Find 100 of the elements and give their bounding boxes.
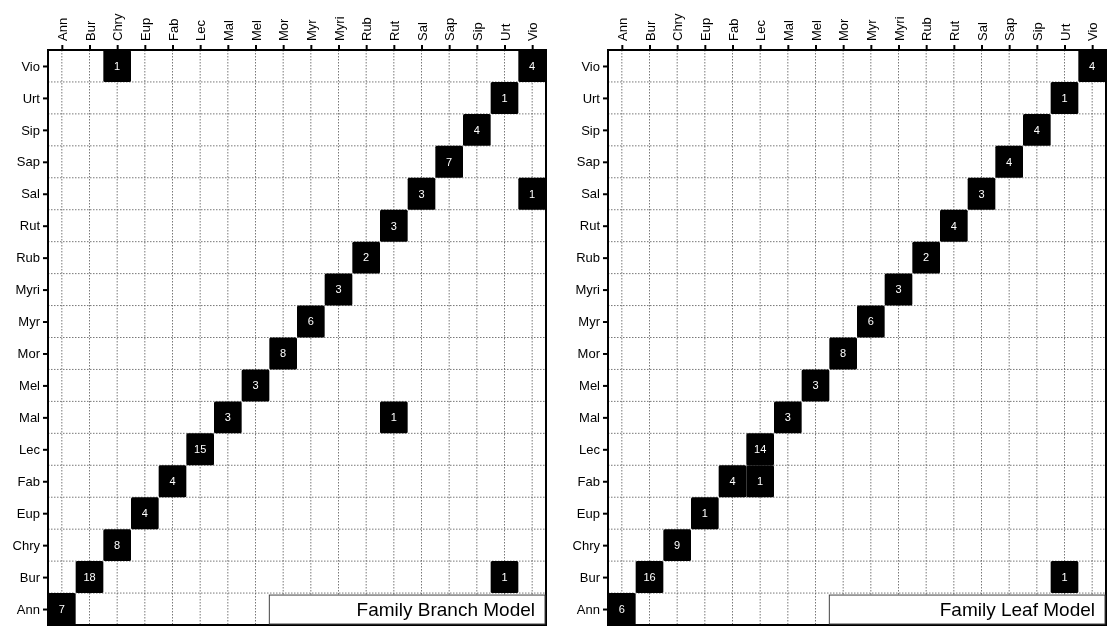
- y-tick-label: Sap: [16, 154, 40, 170]
- x-tick-label: Myr: [303, 18, 319, 41]
- y-tick-label: Urt: [22, 90, 41, 106]
- data-label: 1: [701, 507, 708, 520]
- x-tick-label: Mal: [780, 19, 796, 41]
- y-tick-label: Lec: [19, 441, 41, 457]
- data-label: 3: [252, 379, 259, 392]
- y-tick-label: Fab: [17, 473, 40, 489]
- y-tick-label: Urt: [582, 90, 601, 106]
- x-tick-label: Urt: [497, 23, 513, 41]
- x-tick-label: Myr: [863, 18, 879, 41]
- x-tick-label: Chry: [670, 13, 686, 41]
- data-label: 6: [618, 602, 625, 615]
- x-tick-label: Vio: [1085, 22, 1101, 41]
- text: Family Branch Model: [356, 599, 535, 621]
- data-label: 4: [950, 219, 957, 232]
- data-label: 14: [754, 443, 767, 456]
- x-tick-label: Eup: [697, 17, 713, 41]
- y-tick-label: Myr: [578, 314, 601, 330]
- y-tick-label: Chry: [572, 537, 601, 553]
- data-label: 4: [473, 123, 480, 136]
- y-tick-label: Sip: [581, 122, 600, 138]
- y-tick-label: Myr: [18, 314, 41, 330]
- x-tick-label: Rut: [946, 20, 962, 41]
- x-tick-label: Bur: [82, 20, 98, 41]
- x-tick-label: Sal: [414, 22, 430, 41]
- y-tick-label: Sip: [21, 122, 40, 138]
- data-label: 1: [1061, 570, 1068, 583]
- x-tick-label: Rub: [919, 17, 935, 41]
- y-tick-label: Vio: [581, 58, 600, 74]
- y-tick-label: Rub: [16, 250, 40, 266]
- data-label: 1: [1061, 91, 1068, 104]
- y-tick-label: Rub: [576, 250, 600, 266]
- x-tick-label: Lec: [753, 19, 769, 41]
- data-label: 6: [867, 315, 874, 328]
- data-label: 2: [363, 251, 370, 264]
- x-tick-label: Rub: [359, 17, 375, 41]
- y-tick-label: Eup: [576, 505, 600, 521]
- y-tick-label: Mor: [577, 346, 601, 362]
- data-label: 18: [83, 570, 96, 583]
- x-tick-label: Fab: [725, 18, 741, 41]
- x-tick-label: Myri: [331, 16, 347, 41]
- data-label: 7: [58, 602, 65, 615]
- data-label: 15: [194, 443, 207, 456]
- data-label: 1: [757, 475, 764, 488]
- x-tick-label: Mal: [220, 19, 236, 41]
- data-label: 1: [501, 91, 508, 104]
- y-tick-label: Ann: [576, 601, 600, 617]
- x-tick-label: Myri: [891, 16, 907, 41]
- data-label: 16: [643, 570, 656, 583]
- x-tick-label: Bur: [642, 20, 658, 41]
- data-label: 4: [729, 475, 736, 488]
- x-tick-label: Fab: [165, 18, 181, 41]
- data-label: 3: [812, 379, 819, 392]
- x-tick-label: Sip: [469, 22, 485, 41]
- y-tick-label: Mor: [17, 346, 41, 362]
- x-tick-label: Mel: [248, 19, 264, 41]
- x-tick-label: Urt: [1057, 23, 1073, 41]
- data-label: 4: [169, 475, 176, 488]
- text: Family Leaf Model: [939, 599, 1095, 621]
- x-tick-label: Mel: [808, 19, 824, 41]
- x-tick-label: Mor: [836, 17, 852, 41]
- data-label: 8: [280, 347, 287, 360]
- data-label: 1: [390, 411, 397, 424]
- x-tick-label: Lec: [193, 19, 209, 41]
- x-tick-label: Sip: [1029, 22, 1045, 41]
- data-label: 3: [978, 187, 985, 200]
- x-tick-label: Ann: [54, 17, 70, 41]
- data-label: 3: [784, 411, 791, 424]
- data-label: 4: [141, 507, 148, 520]
- data-label: 1: [529, 187, 536, 200]
- data-label: 3: [390, 219, 397, 232]
- x-tick-label: Sap: [442, 17, 458, 41]
- data-label: 3: [224, 411, 231, 424]
- data-label: 7: [446, 155, 453, 168]
- y-tick-label: Sal: [21, 186, 41, 202]
- y-tick-label: Eup: [16, 505, 40, 521]
- y-tick-label: Mel: [19, 378, 41, 394]
- data-label: 1: [114, 59, 121, 72]
- x-tick-label: Mor: [276, 17, 292, 41]
- y-tick-label: Ann: [16, 601, 40, 617]
- data-label: 4: [1089, 59, 1096, 72]
- data-label: 8: [840, 347, 847, 360]
- data-label: 8: [114, 538, 121, 551]
- y-tick-label: Mel: [579, 378, 601, 394]
- data-label: 2: [923, 251, 930, 264]
- x-tick-label: Vio: [525, 22, 541, 41]
- y-tick-label: Rut: [19, 218, 41, 234]
- y-tick-label: Fab: [577, 473, 600, 489]
- data-label: 9: [674, 538, 681, 551]
- data-label: 1: [501, 570, 508, 583]
- y-tick-label: Sap: [576, 154, 600, 170]
- data-label: 4: [1006, 155, 1013, 168]
- y-tick-label: Myri: [15, 282, 41, 298]
- data-label: 6: [307, 315, 314, 328]
- x-tick-label: Ann: [614, 17, 630, 41]
- y-tick-label: Mal: [579, 410, 601, 426]
- x-tick-label: Eup: [137, 17, 153, 41]
- y-tick-label: Vio: [21, 58, 40, 74]
- y-tick-label: Rut: [579, 218, 601, 234]
